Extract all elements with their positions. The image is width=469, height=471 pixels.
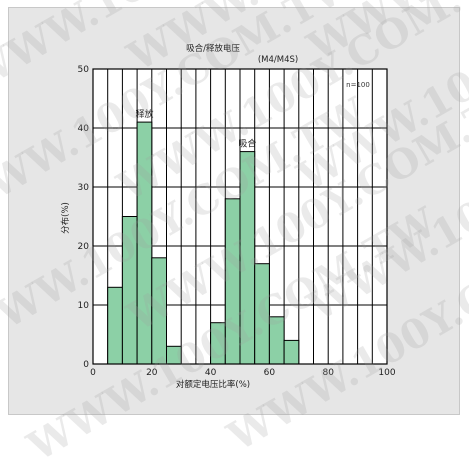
x-tick-label: 60 — [264, 368, 276, 378]
chart-title: 吸合/释放电压 — [186, 43, 240, 54]
histogram-bar — [239, 151, 256, 365]
x-tick-label: 80 — [322, 368, 334, 378]
x-axis-label: 对额定电压比率(%) — [176, 379, 250, 390]
histogram-bar — [254, 263, 270, 365]
histogram-bar — [224, 198, 241, 365]
x-tick-label: 100 — [378, 368, 395, 378]
y-tick-label: 10 — [78, 301, 90, 311]
x-tick-label: 0 — [90, 368, 96, 378]
chart-subtitle: (M4/M4S) — [258, 55, 298, 65]
histogram-bar — [210, 322, 226, 365]
y-tick-label: 50 — [78, 65, 90, 75]
group-label: 吸合 — [238, 138, 256, 150]
histogram-bar — [268, 316, 285, 365]
histogram-bar — [107, 286, 123, 365]
histogram-bar — [166, 345, 182, 365]
group-label: 释放 — [135, 108, 153, 120]
y-tick-label: 0 — [83, 360, 89, 370]
histogram-bar — [151, 257, 168, 365]
pull-in-release-voltage-chart: 0 20 40 60 80 100 0 10 20 30 40 50 吸合/释放电压 (M4/M4S) 对额… — [60, 43, 396, 390]
sample-size-annotation: n=100 — [346, 81, 370, 89]
y-axis-label: 分布(%) — [60, 202, 71, 234]
plot-frame — [92, 68, 388, 365]
y-tick-label: 30 — [78, 183, 90, 193]
y-tick-label: 20 — [78, 242, 90, 252]
histogram-bar — [283, 339, 300, 365]
histogram-bar — [121, 216, 138, 365]
x-tick-label: 20 — [146, 368, 158, 378]
x-tick-label: 40 — [205, 368, 217, 378]
histogram-bar — [136, 121, 153, 365]
y-tick-label: 40 — [78, 124, 90, 134]
